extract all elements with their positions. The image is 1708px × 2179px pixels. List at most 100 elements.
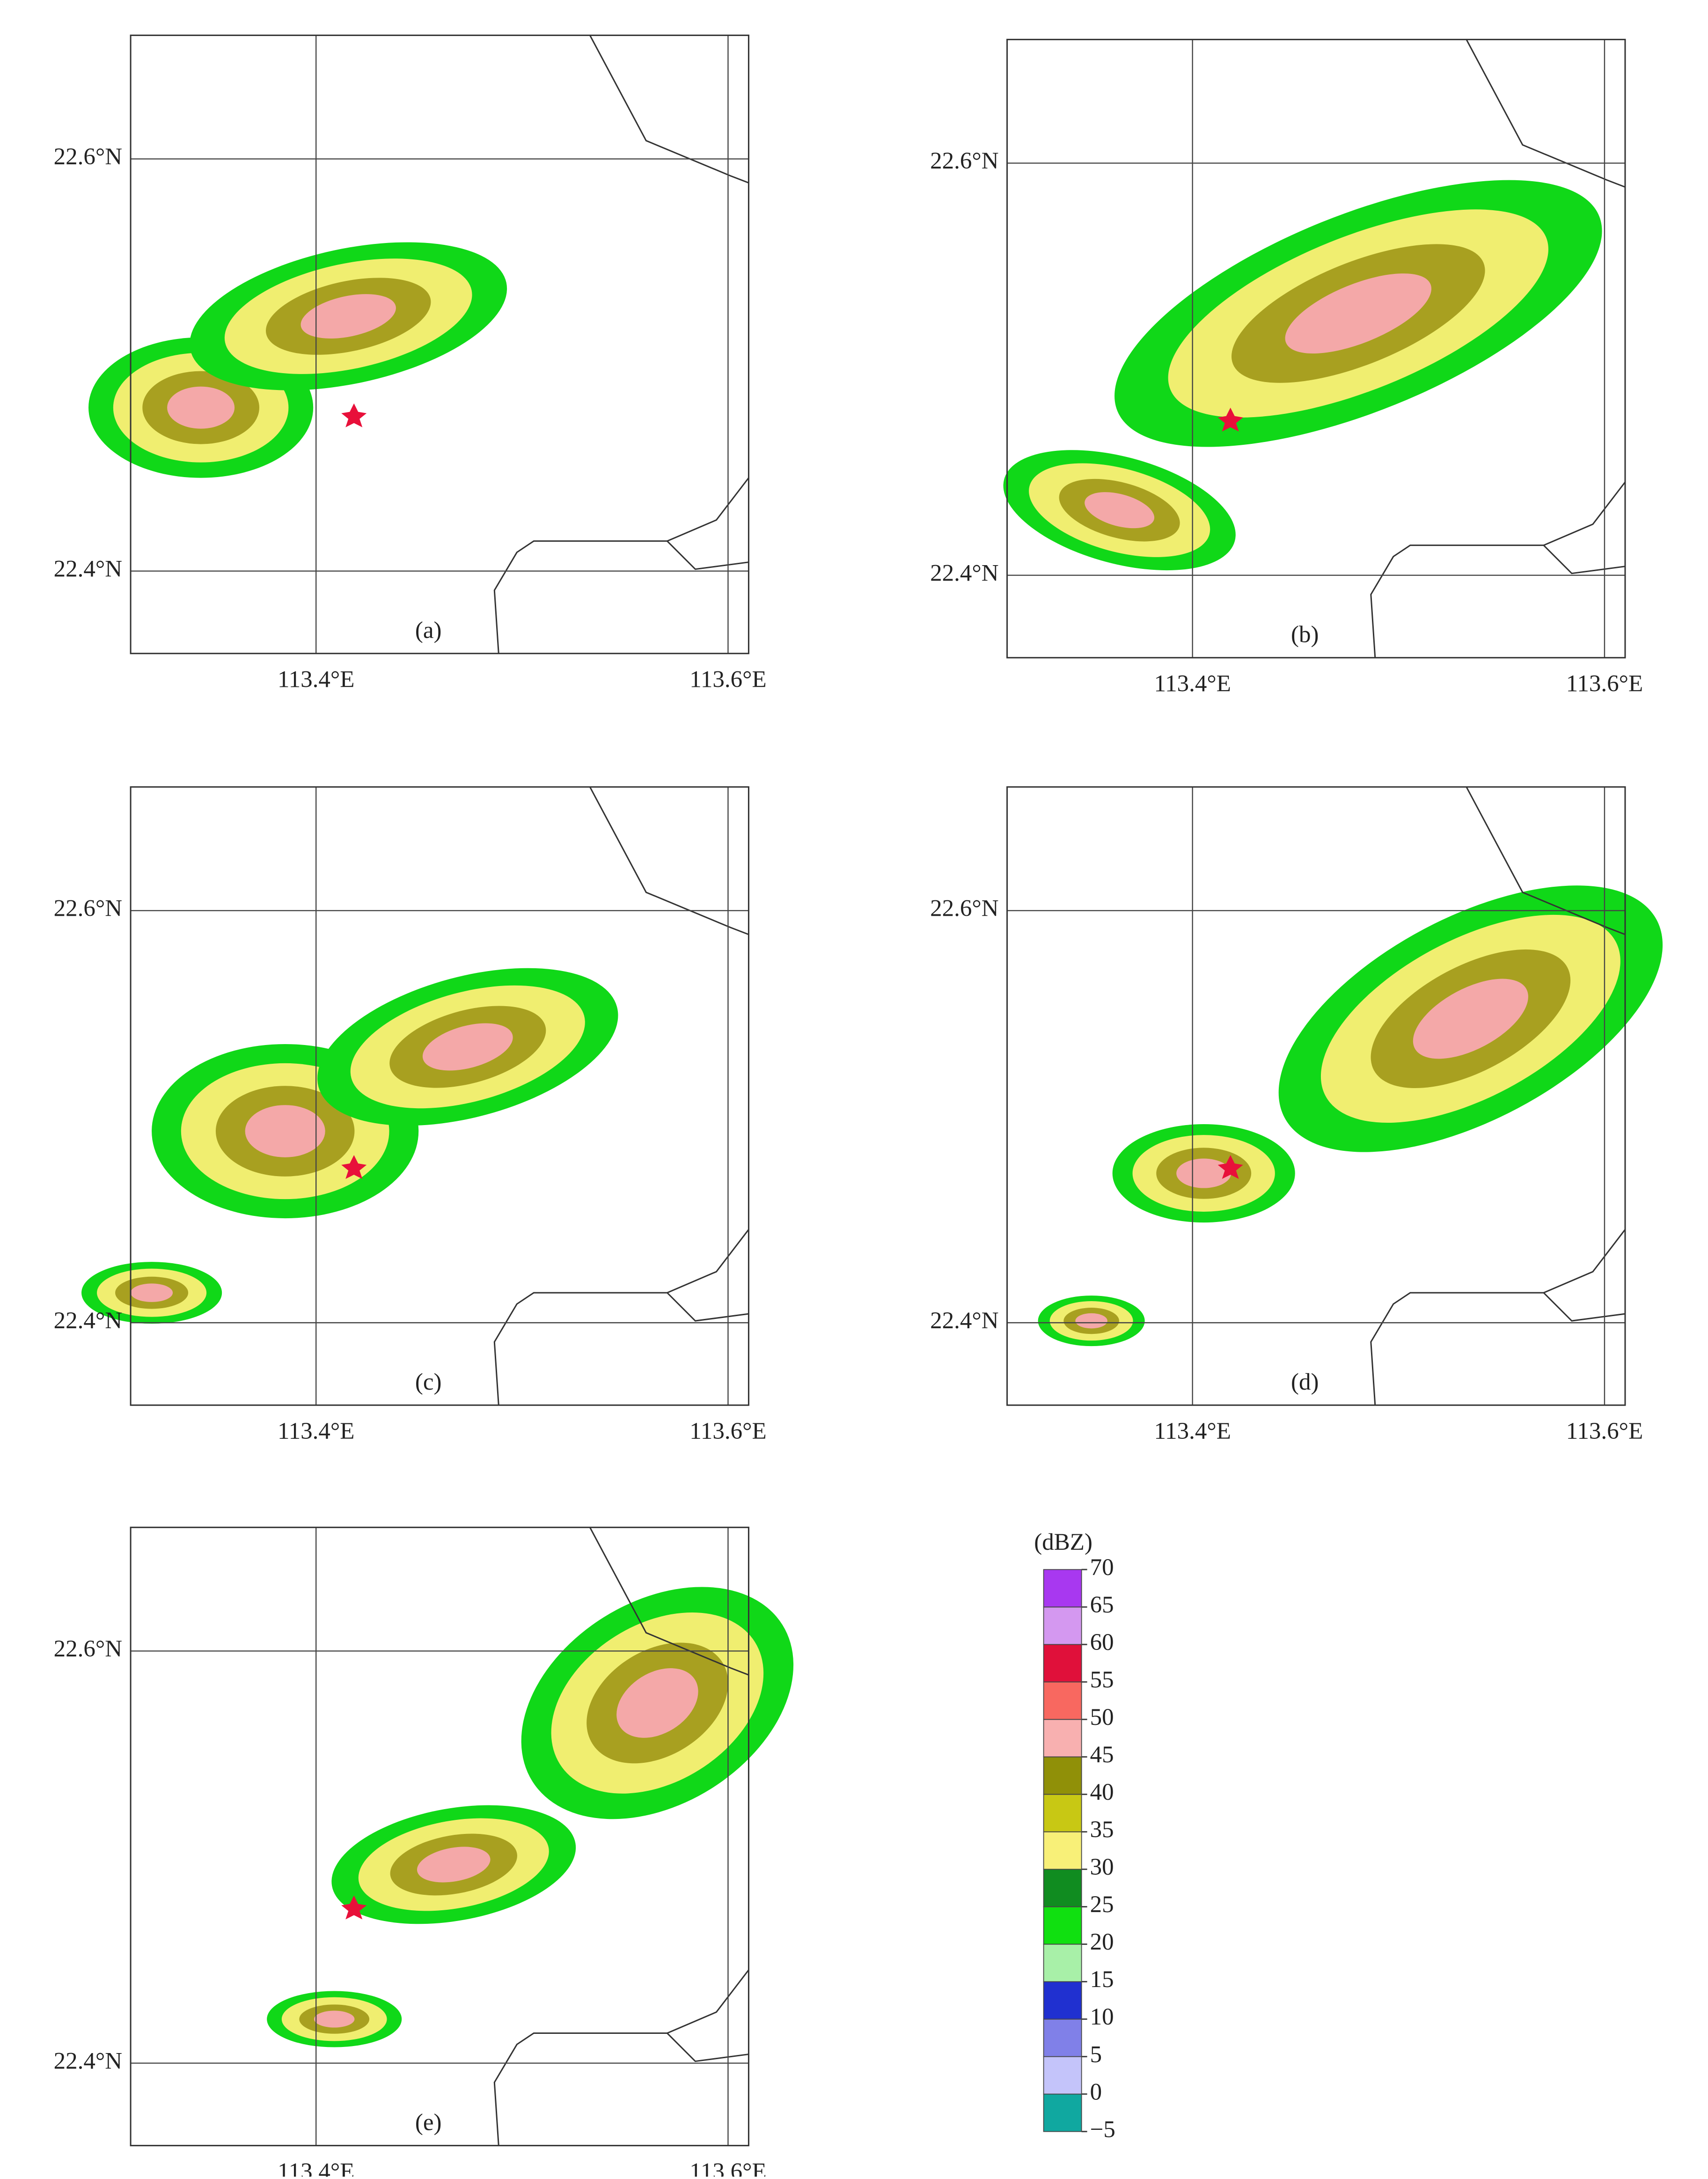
panel-label: (c): [415, 1369, 442, 1395]
coastline: [589, 1527, 749, 1676]
colorbar-label: 55: [1090, 1667, 1114, 1693]
panel-label: (e): [415, 2109, 442, 2135]
radar-echo: [417, 1847, 491, 1883]
y-tick-label: 22.6°N: [54, 144, 122, 170]
site-star: [1217, 1155, 1243, 1179]
coastline: [493, 1292, 749, 1406]
colorbar-box: [1043, 1681, 1082, 1720]
colorbar-label: 45: [1090, 1742, 1114, 1768]
coastline: [589, 35, 749, 184]
map-panel: 113.4°E 113.6°E 22.4°N 22.6°N (a): [54, 34, 767, 692]
y-tick-label: 22.4°N: [930, 560, 998, 586]
x-tick-label: 113.6°E: [689, 666, 766, 692]
colorbar-box: [1043, 1943, 1082, 1982]
colorbar-label: 65: [1090, 1592, 1114, 1618]
colorbar-box: [1043, 2018, 1082, 2057]
coastline: [1370, 545, 1626, 658]
map-panel: 113.4°E 113.6°E 22.4°N 22.6°N (b): [930, 38, 1643, 697]
colorbar-label: 35: [1090, 1817, 1114, 1843]
radar-echo: [1085, 492, 1155, 529]
map-panel: 113.4°E 113.6°E 22.4°N 22.6°N (c): [54, 786, 767, 1444]
coastline: [1543, 481, 1626, 546]
radar-echo: [1176, 1158, 1232, 1188]
radar-echo: [245, 1105, 325, 1157]
x-tick-label: 113.4°E: [278, 2158, 354, 2177]
radar-echo: [314, 2010, 355, 2028]
y-tick-label: 22.6°N: [54, 1636, 122, 1662]
colorbar-box: [1043, 2056, 1082, 2095]
colorbar-box: [1043, 2093, 1082, 2132]
coastline: [1466, 39, 1626, 188]
coastline: [667, 1229, 749, 1294]
radar-echo: [301, 294, 396, 339]
radar-echo: [1413, 979, 1528, 1059]
x-tick-label: 113.6°E: [1566, 670, 1643, 697]
map-panel: 113.4°E 113.6°E 22.4°N 22.6°N (d): [930, 786, 1663, 1444]
coastline: [493, 540, 749, 654]
colorbar-box: [1043, 1869, 1082, 1907]
y-tick-label: 22.6°N: [54, 896, 122, 922]
panel-label: (a): [415, 617, 442, 643]
x-tick-label: 113.4°E: [278, 1418, 354, 1444]
y-tick-label: 22.4°N: [54, 1308, 122, 1334]
x-tick-label: 113.6°E: [689, 2158, 766, 2177]
panel-frame: [130, 1526, 749, 2147]
colorbar-label: 60: [1090, 1629, 1114, 1656]
radar-echo: [616, 1668, 698, 1738]
site-star: [341, 1155, 367, 1179]
colorbar-label: 10: [1090, 2004, 1114, 2030]
colorbar-label: 5: [1090, 2041, 1102, 2068]
radar-echo: [167, 386, 235, 429]
y-tick-label: 22.4°N: [54, 556, 122, 582]
coastline: [493, 2032, 749, 2146]
x-tick-label: 113.6°E: [1566, 1418, 1643, 1444]
site-star: [341, 1895, 367, 1920]
map-panel: 113.4°E 113.6°E 22.4°N 22.6°N (e): [54, 1526, 794, 2179]
colorbar-label: 50: [1090, 1704, 1114, 1730]
panel-label: (d): [1291, 1369, 1319, 1395]
colorbar-label: 30: [1090, 1854, 1114, 1880]
colorbar-box: [1043, 1756, 1082, 1795]
site-star: [341, 403, 367, 427]
panel-label: (b): [1291, 621, 1319, 648]
coastline: [1370, 1292, 1626, 1406]
colorbar-label: 40: [1090, 1779, 1114, 1805]
colorbar-box: [1043, 1644, 1082, 1683]
coastline: [1466, 787, 1626, 935]
panel-frame: [1006, 38, 1626, 659]
y-tick-label: 22.6°N: [930, 148, 998, 174]
coastline: [667, 477, 749, 542]
colorbar-label: 0: [1090, 2079, 1102, 2105]
colorbar-unit: (dBZ): [1034, 1529, 1092, 1555]
colorbar-label: 70: [1090, 1554, 1114, 1581]
panel-frame: [1006, 786, 1626, 1406]
coastline: [667, 1969, 749, 2034]
colorbar-label: 15: [1090, 1966, 1114, 1993]
x-tick-label: 113.6°E: [689, 1418, 766, 1444]
colorbar-label: 25: [1090, 1892, 1114, 1918]
y-tick-label: 22.4°N: [930, 1308, 998, 1334]
colorbar-box: [1043, 1794, 1082, 1833]
colorbar-box: [1043, 1719, 1082, 1758]
colorbar-box: [1043, 1906, 1082, 1945]
colorbar-label: 20: [1090, 1929, 1114, 1955]
radar-echo: [1285, 273, 1432, 354]
x-tick-label: 113.4°E: [1154, 1418, 1231, 1444]
colorbar-box: [1043, 1569, 1082, 1608]
x-tick-label: 113.4°E: [278, 666, 354, 692]
panel-frame: [130, 786, 749, 1406]
coastline: [1543, 1229, 1626, 1294]
radar-echo: [1075, 1313, 1107, 1329]
colorbar-box: [1043, 1831, 1082, 1870]
radar-echo: [422, 1023, 513, 1071]
panel-frame: [130, 34, 749, 655]
site-star: [1217, 407, 1243, 432]
colorbar-label: −5: [1090, 2116, 1115, 2142]
colorbar-box: [1043, 1606, 1082, 1645]
y-tick-label: 22.6°N: [930, 896, 998, 922]
radar-echo: [131, 1283, 173, 1302]
y-tick-label: 22.4°N: [54, 2048, 122, 2074]
x-tick-label: 113.4°E: [1154, 670, 1231, 697]
colorbar-box: [1043, 1981, 1082, 2020]
